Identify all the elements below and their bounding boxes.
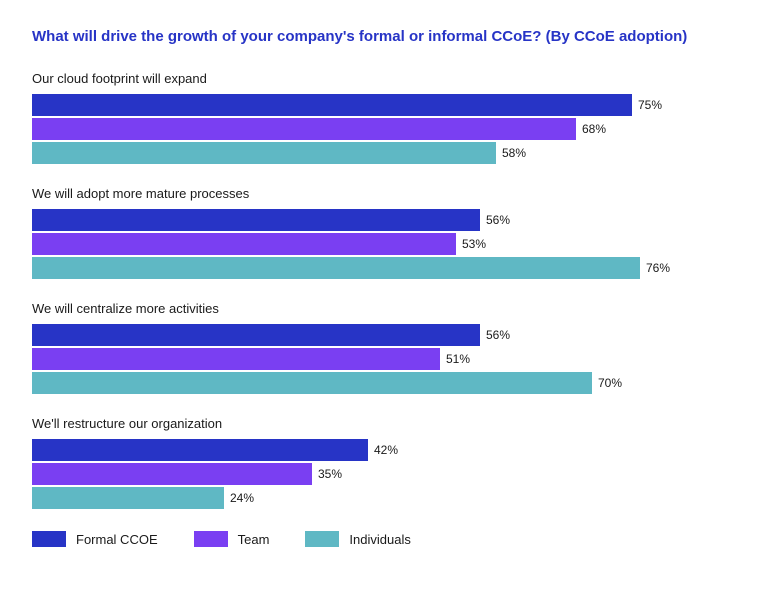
legend-item-individuals: Individuals bbox=[305, 531, 410, 547]
legend-label: Team bbox=[238, 532, 270, 547]
bar-row-formal: 56% bbox=[32, 324, 735, 346]
legend-swatch bbox=[305, 531, 339, 547]
bar-group: We will centralize more activities 56% 51%… bbox=[32, 301, 735, 394]
bar-fill-team bbox=[32, 118, 576, 140]
legend-item-team: Team bbox=[194, 531, 270, 547]
bar-fill-individuals bbox=[32, 257, 640, 279]
bar-value: 24% bbox=[230, 491, 254, 505]
bar-group: Our cloud footprint will expand 75% 68% 58% bbox=[32, 71, 735, 164]
legend-label: Formal CCOE bbox=[76, 532, 158, 547]
bar-row-team: 53% bbox=[32, 233, 735, 255]
bar-fill-formal bbox=[32, 439, 368, 461]
chart-title: What will drive the growth of your compa… bbox=[32, 28, 735, 45]
bar-fill-formal bbox=[32, 209, 480, 231]
bar-row-formal: 42% bbox=[32, 439, 735, 461]
bar-row-team: 51% bbox=[32, 348, 735, 370]
bar-fill-individuals bbox=[32, 487, 224, 509]
bar-fill-team bbox=[32, 348, 440, 370]
bar-value: 68% bbox=[582, 122, 606, 136]
group-label: We'll restructure our organization bbox=[32, 416, 735, 431]
group-label: Our cloud footprint will expand bbox=[32, 71, 735, 86]
legend-swatch bbox=[32, 531, 66, 547]
chart-body: Our cloud footprint will expand 75% 68% 58%… bbox=[32, 71, 735, 509]
bar-fill-individuals bbox=[32, 142, 496, 164]
group-label: We will centralize more activities bbox=[32, 301, 735, 316]
bar-row-formal: 75% bbox=[32, 94, 735, 116]
bar-row-formal: 56% bbox=[32, 209, 735, 231]
bar-value: 56% bbox=[486, 328, 510, 342]
bar-value: 42% bbox=[374, 443, 398, 457]
bar-value: 76% bbox=[646, 261, 670, 275]
bar-value: 58% bbox=[502, 146, 526, 160]
bar-fill-team bbox=[32, 463, 312, 485]
bar-fill-formal bbox=[32, 324, 480, 346]
bar-fill-team bbox=[32, 233, 456, 255]
bar-fill-individuals bbox=[32, 372, 592, 394]
bar-row-individuals: 70% bbox=[32, 372, 735, 394]
bar-row-individuals: 24% bbox=[32, 487, 735, 509]
bar-row-individuals: 76% bbox=[32, 257, 735, 279]
bar-row-team: 68% bbox=[32, 118, 735, 140]
legend-label: Individuals bbox=[349, 532, 410, 547]
bar-value: 35% bbox=[318, 467, 342, 481]
bar-row-team: 35% bbox=[32, 463, 735, 485]
bar-value: 75% bbox=[638, 98, 662, 112]
chart-legend: Formal CCOE Team Individuals bbox=[32, 531, 735, 547]
bar-value: 53% bbox=[462, 237, 486, 251]
bar-row-individuals: 58% bbox=[32, 142, 735, 164]
legend-swatch bbox=[194, 531, 228, 547]
bar-value: 56% bbox=[486, 213, 510, 227]
bar-group: We will adopt more mature processes 56%53… bbox=[32, 186, 735, 279]
bar-value: 70% bbox=[598, 376, 622, 390]
bar-fill-formal bbox=[32, 94, 632, 116]
bar-group: We'll restructure our organization 42% 35%… bbox=[32, 416, 735, 509]
bar-value: 51% bbox=[446, 352, 470, 366]
group-label: We will adopt more mature processes bbox=[32, 186, 735, 201]
legend-item-formal: Formal CCOE bbox=[32, 531, 158, 547]
